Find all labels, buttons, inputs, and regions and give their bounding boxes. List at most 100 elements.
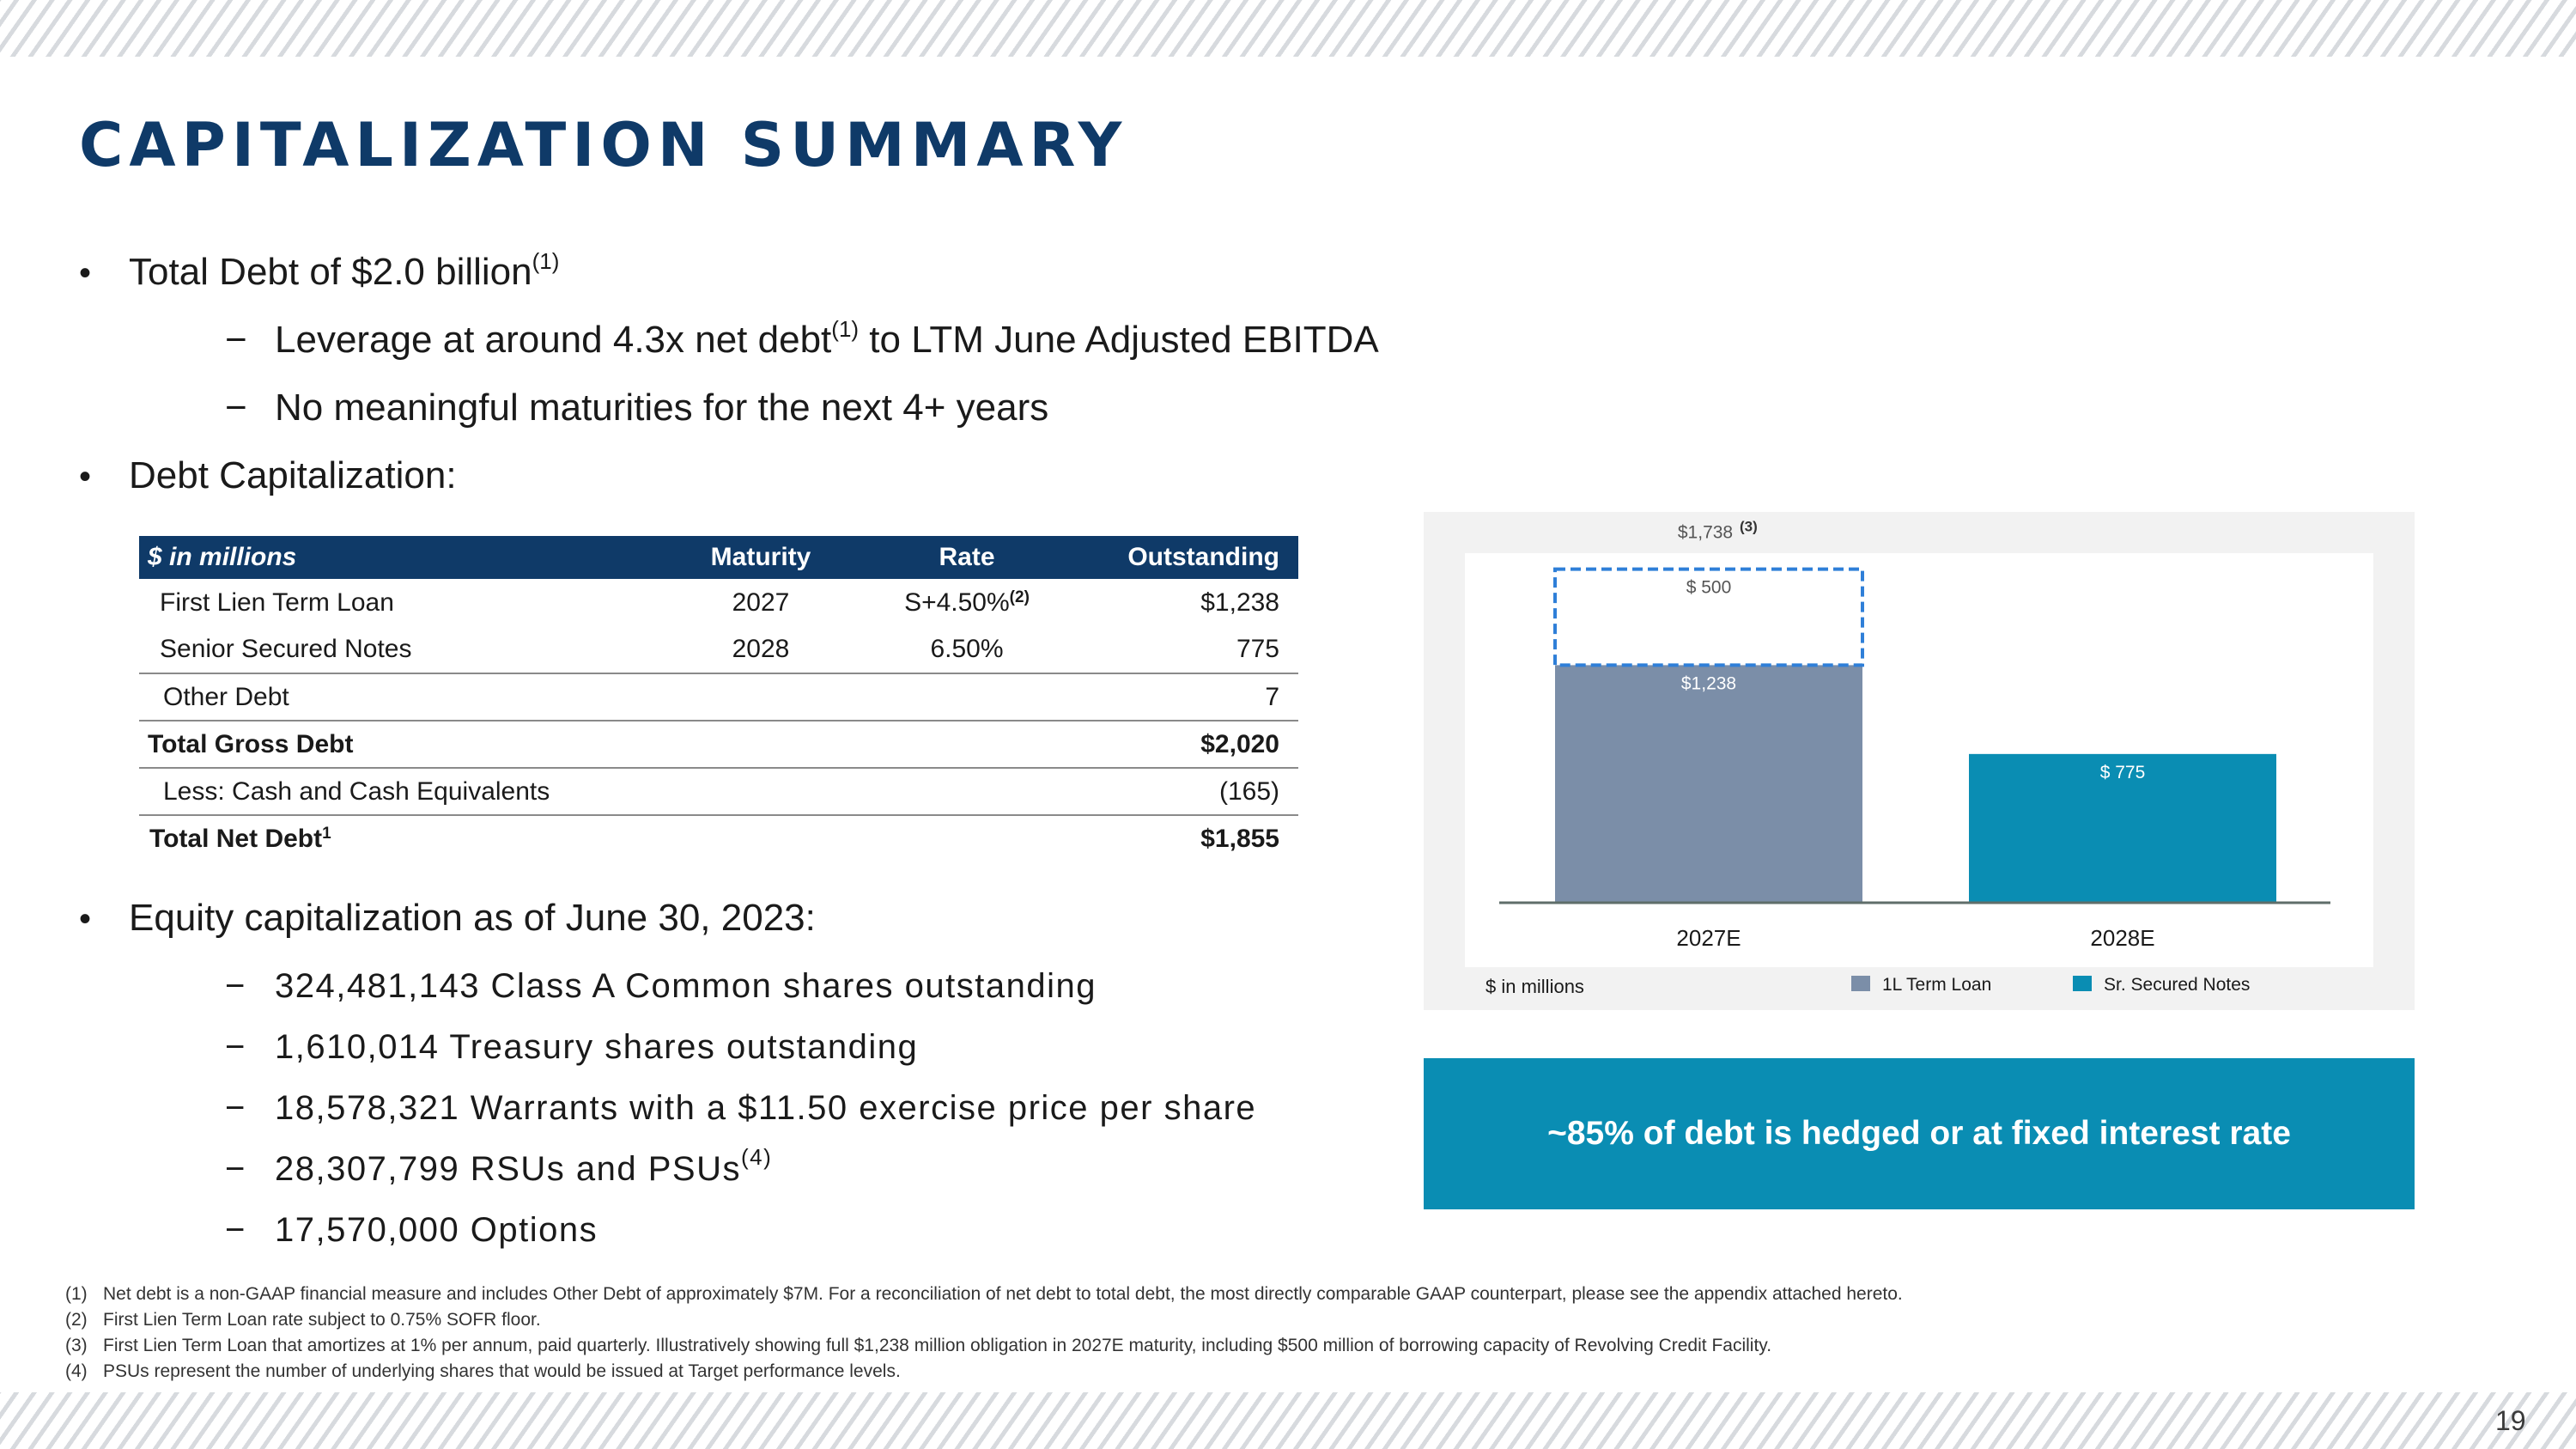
row-rate: 6.50% xyxy=(930,635,1004,663)
row-outstanding: 7 xyxy=(1075,673,1298,721)
debt-maturity-chart: $1,238 $ 500 $ 775 $1,738 (3) 2027E 2028… xyxy=(1465,519,2373,997)
row-label: Other Debt xyxy=(139,673,663,721)
footnote-ref: (1) xyxy=(532,248,560,274)
row-label: Total Net Debt1 xyxy=(139,814,663,862)
warrants-text: 18,578,321 Warrants with a $11.50 exerci… xyxy=(275,1089,1257,1127)
sub-leverage: − Leverage at around 4.3x net debt(1) to … xyxy=(225,316,1379,362)
bar-2028-secured-notes xyxy=(1969,753,2276,903)
footnote-item: (4) PSUs represent the number of underlyi… xyxy=(65,1359,1903,1385)
class-a-text: 324,481,143 Class A Common shares outsta… xyxy=(275,967,1097,1005)
dash-glyph: − xyxy=(225,967,246,1005)
row-label: First Lien Term Loan xyxy=(160,588,394,617)
data-label-term-loan: $1,238 xyxy=(1681,673,1736,693)
chart-units-label: $ in millions xyxy=(1485,976,1584,997)
data-label-total: $1,738 xyxy=(1678,523,1733,543)
footnote-text: First Lien Term Loan rate subject to 0.7… xyxy=(103,1310,541,1330)
legend-swatch-secured-notes xyxy=(2073,976,2092,991)
equity-cap-text: Equity capitalization as of June 30, 202… xyxy=(129,897,816,939)
sub-class-a-shares: −324,481,143 Class A Common shares outst… xyxy=(225,967,1097,1006)
x-tick-label-2028E: 2028E xyxy=(2090,925,2154,951)
footnote-number: (4) xyxy=(65,1361,88,1381)
x-tick-label-2027E: 2027E xyxy=(1676,925,1741,951)
row-outstanding: $1,855 xyxy=(1075,814,1298,862)
header-rate: Rate xyxy=(869,536,1075,579)
footnote-number: (1) xyxy=(65,1284,88,1304)
bottom-stripe-band xyxy=(0,1392,2576,1449)
row-label: Senior Secured Notes xyxy=(160,635,412,663)
header-maturity: Maturity xyxy=(663,536,869,579)
table-row: First Lien Term Loan 2027 S+4.50%(2) $1,… xyxy=(139,579,1298,626)
dash-glyph: − xyxy=(225,387,247,429)
bullet-equity-cap: • Equity capitalization as of June 30, 20… xyxy=(79,897,816,940)
rate-value: S+4.50% xyxy=(904,588,1010,617)
footnote-number: (2) xyxy=(65,1310,88,1330)
row-outstanding: 775 xyxy=(1236,635,1279,663)
maturities-text: No meaningful maturities for the next 4+… xyxy=(275,387,1049,429)
options-text: 17,570,000 Options xyxy=(275,1211,598,1249)
footnotes: (1) Net debt is a non-GAAP financial meas… xyxy=(65,1282,1903,1385)
table-row: Other Debt 7 xyxy=(139,673,1298,721)
footnote-ref: (2) xyxy=(1009,588,1030,606)
row-label: Less: Cash and Cash Equivalents xyxy=(139,767,663,815)
dash-glyph: − xyxy=(225,319,247,361)
legend-label-term-loan: 1L Term Loan xyxy=(1882,975,1991,995)
footnote-item: (2) First Lien Term Loan rate subject to … xyxy=(65,1307,1903,1333)
bullet-glyph: • xyxy=(79,254,92,292)
footnote-text: Net debt is a non-GAAP financial measure… xyxy=(103,1284,1903,1304)
header-outstanding: Outstanding xyxy=(1075,536,1298,579)
debt-cap-text: Debt Capitalization: xyxy=(129,454,457,496)
bullet-debt-cap: • Debt Capitalization: xyxy=(79,454,457,497)
footnote-text: PSUs represent the number of underlying … xyxy=(103,1361,901,1381)
sub-warrants: −18,578,321 Warrants with a $11.50 exerc… xyxy=(225,1089,1256,1128)
dash-glyph: − xyxy=(225,1211,246,1249)
dash-glyph: − xyxy=(225,1028,246,1066)
top-stripe-band xyxy=(0,0,2576,57)
total-debt-text: Total Debt of $2.0 billion xyxy=(129,251,532,293)
table-row-total-gross: Total Gross Debt $2,020 xyxy=(139,720,1298,768)
footnote-item: (1) Net debt is a non-GAAP financial meas… xyxy=(65,1282,1903,1307)
page-title: CAPITALIZATION SUMMARY xyxy=(79,110,1128,180)
page-number: 19 xyxy=(2495,1405,2526,1436)
leverage-text-a: Leverage at around 4.3x net debt xyxy=(275,319,832,361)
sub-maturities: − No meaningful maturities for the next 4… xyxy=(225,387,1048,429)
debt-maturity-chart-panel: $1,238 $ 500 $ 775 $1,738 (3) 2027E 2028… xyxy=(1424,512,2415,1010)
footnote-ref: (4) xyxy=(740,1144,773,1170)
treasury-text: 1,610,014 Treasury shares outstanding xyxy=(275,1028,919,1066)
bullet-glyph: • xyxy=(79,900,92,938)
header-units: $ in millions xyxy=(139,536,663,579)
leverage-text-b: to LTM June Adjusted EBITDA xyxy=(859,319,1379,361)
sub-treasury-shares: −1,610,014 Treasury shares outstanding xyxy=(225,1028,918,1067)
footnote-ref: (3) xyxy=(1740,519,1758,535)
bullet-total-debt: • Total Debt of $2.0 billion(1) xyxy=(79,248,560,294)
bullet-glyph: • xyxy=(79,458,92,496)
footnote-item: (3) First Lien Term Loan that amortizes a… xyxy=(65,1333,1903,1359)
footnote-number: (3) xyxy=(65,1336,88,1355)
rsus-text: 28,307,799 RSUs and PSUs xyxy=(275,1150,741,1188)
sub-options: −17,570,000 Options xyxy=(225,1211,598,1250)
data-label-secured-notes: $ 775 xyxy=(2100,763,2146,782)
legend-swatch-term-loan xyxy=(1851,976,1870,991)
table-row: Less: Cash and Cash Equivalents (165) xyxy=(139,767,1298,815)
row-outstanding: (165) xyxy=(1075,767,1298,815)
dash-glyph: − xyxy=(225,1089,246,1127)
data-label-revolver: $ 500 xyxy=(1686,578,1732,598)
callout-text: ~85% of debt is hedged or at fixed inter… xyxy=(1547,1115,2291,1152)
net-debt-label: Total Net Debt xyxy=(149,825,323,853)
debt-capitalization-table: $ in millions Maturity Rate Outstanding … xyxy=(139,536,1298,862)
table-row-total-net: Total Net Debt1 $1,855 xyxy=(139,814,1298,862)
footnote-ref: 1 xyxy=(322,825,331,843)
footnote-text: First Lien Term Loan that amortizes at 1… xyxy=(103,1336,1772,1355)
row-maturity: 2028 xyxy=(732,635,790,663)
row-outstanding: $1,238 xyxy=(1200,588,1279,617)
table-row: Senior Secured Notes 2028 6.50% 775 xyxy=(139,626,1298,673)
sub-rsus: −28,307,799 RSUs and PSUs(4) xyxy=(225,1146,772,1189)
hedged-debt-callout: ~85% of debt is hedged or at fixed inter… xyxy=(1424,1058,2415,1209)
bar-2027-revolver-outline xyxy=(1553,567,1864,667)
footnote-ref: (1) xyxy=(831,316,860,342)
dash-glyph: − xyxy=(225,1150,246,1188)
table-header-row: $ in millions Maturity Rate Outstanding xyxy=(139,536,1298,579)
row-outstanding: $2,020 xyxy=(1075,720,1298,768)
bar-2027-term-loan xyxy=(1555,665,1862,903)
row-maturity: 2027 xyxy=(732,588,790,617)
row-label: Total Gross Debt xyxy=(139,720,663,768)
